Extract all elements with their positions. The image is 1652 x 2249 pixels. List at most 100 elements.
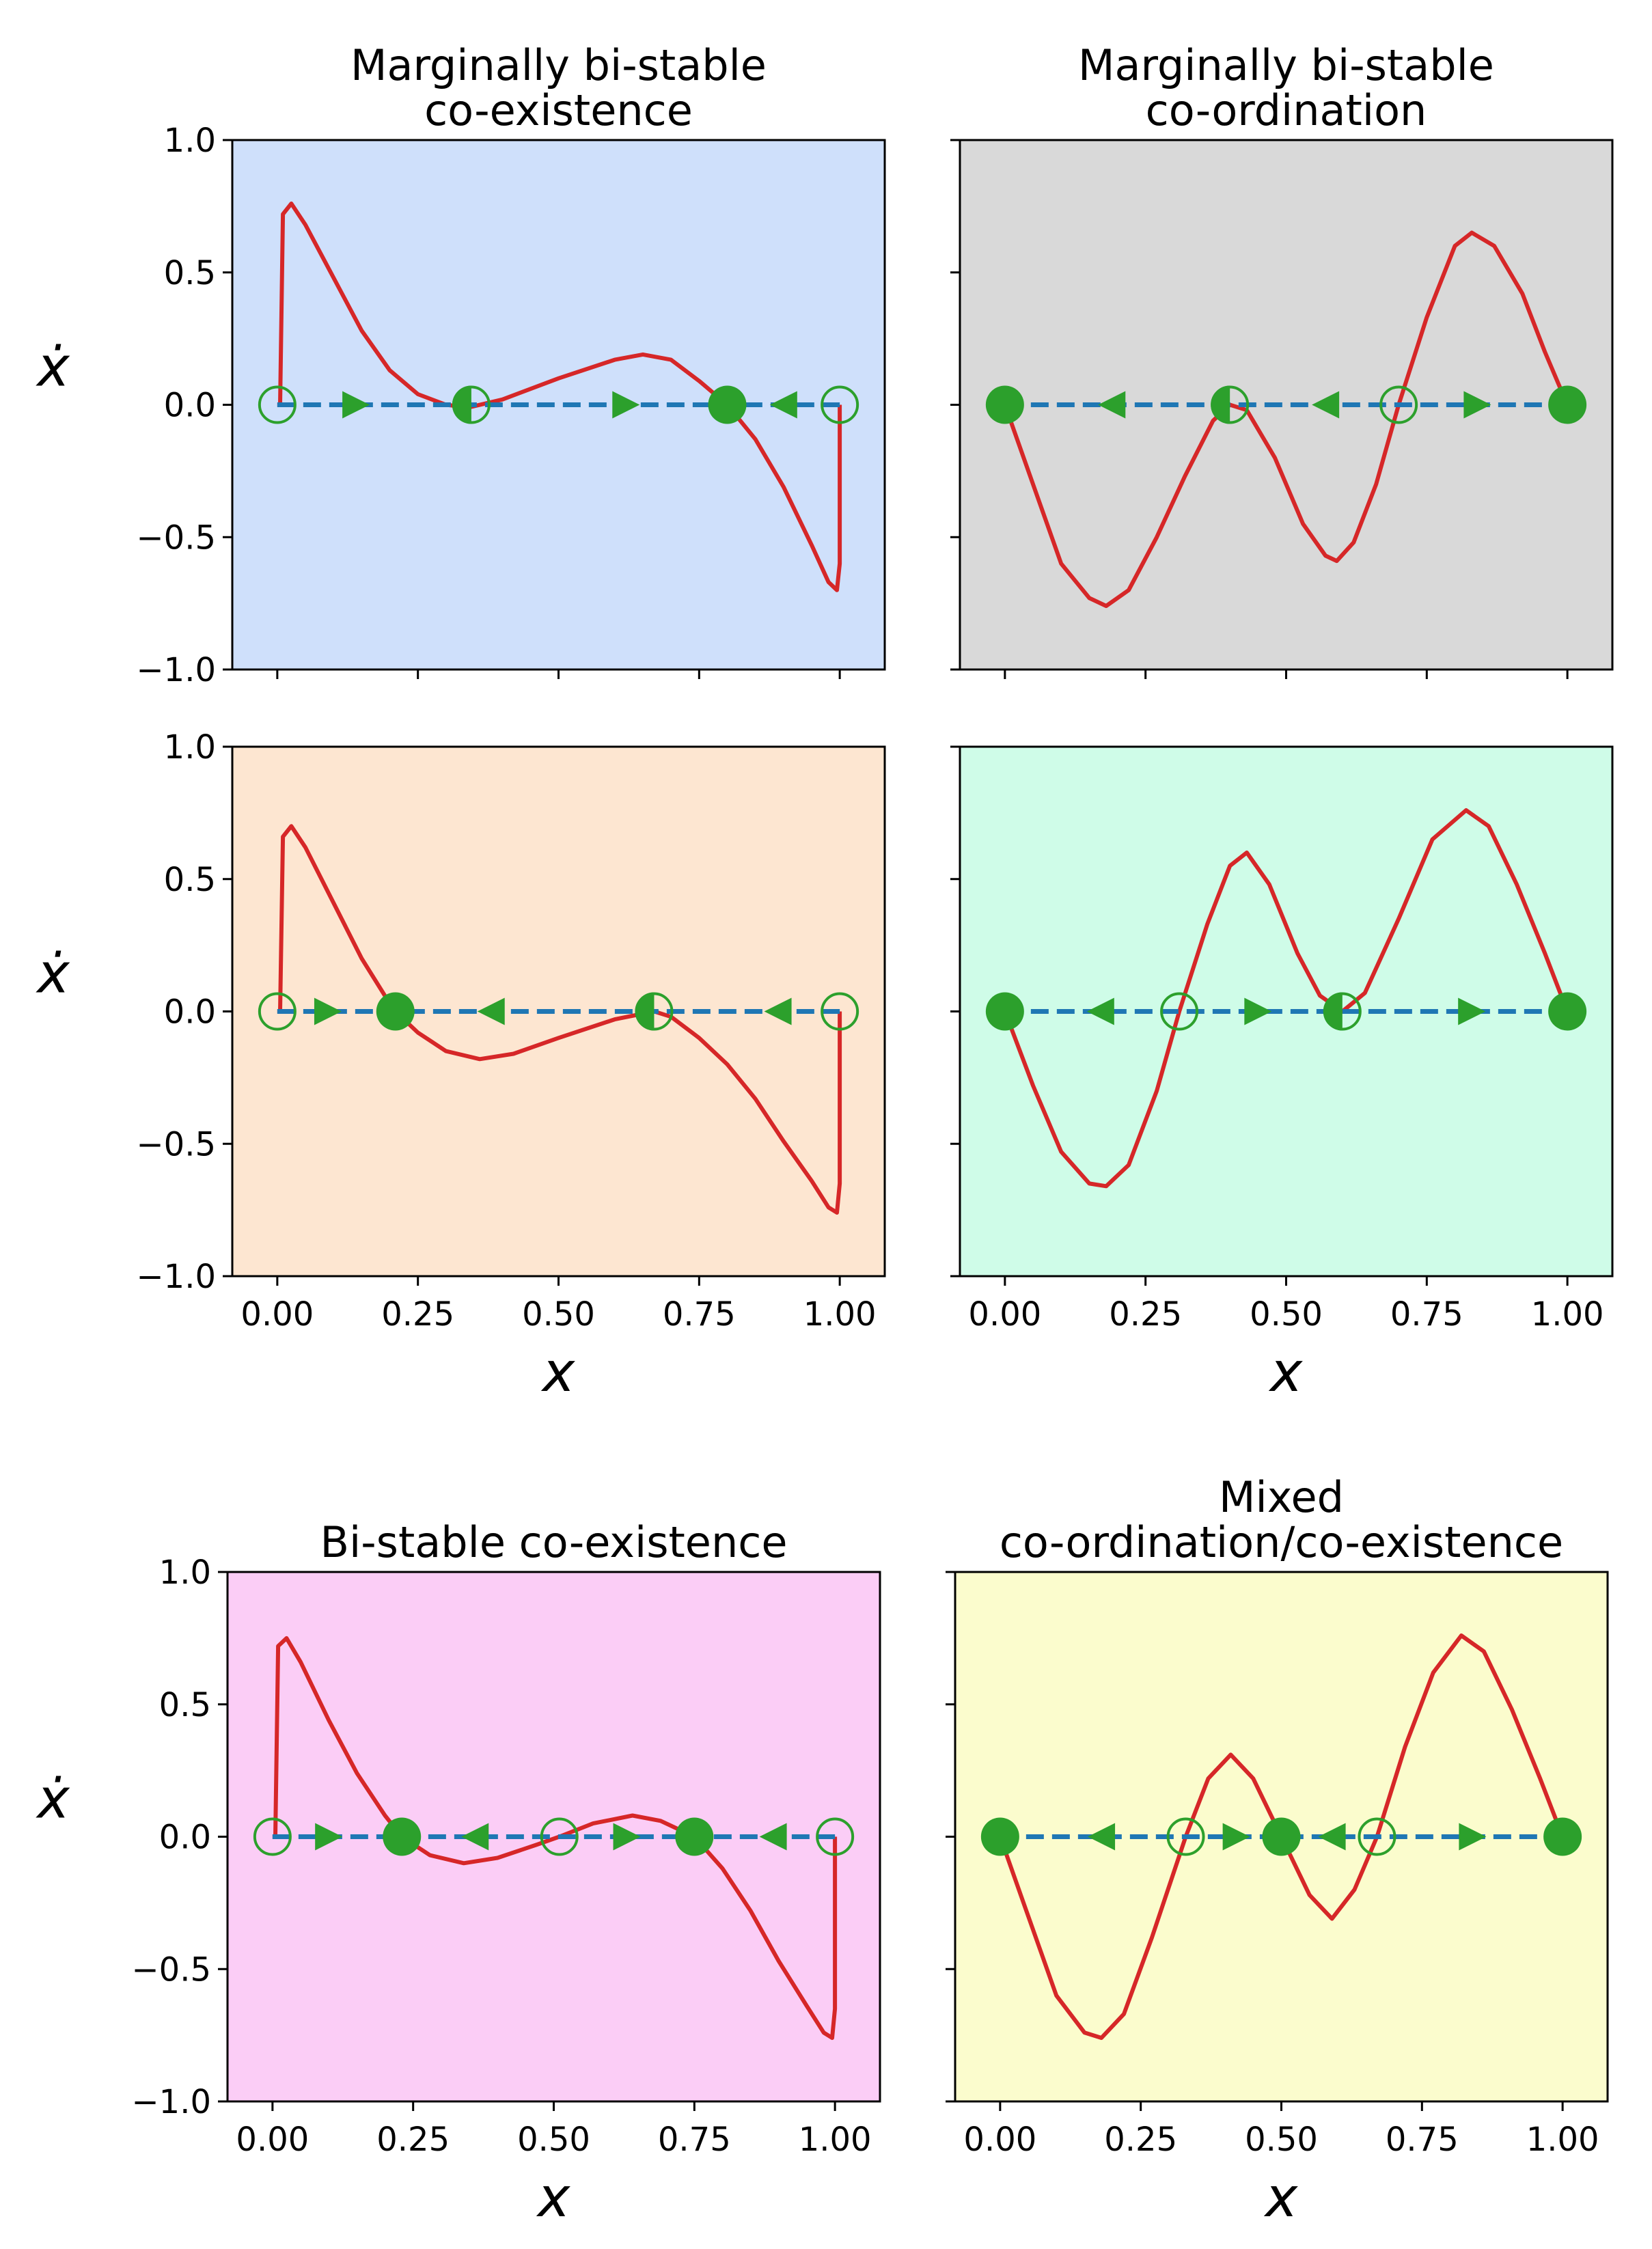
x-tick-label: 1.00 <box>1526 2121 1599 2159</box>
y-tick-label: 0.0 <box>164 387 216 425</box>
x-tick-label: 0.50 <box>517 2121 590 2159</box>
semi-stable-fill <box>452 385 471 424</box>
unstable-fixed-point <box>253 1817 292 1856</box>
semi-stable-fixed-point <box>1211 385 1250 424</box>
semi-stable-fixed-point <box>1323 992 1362 1031</box>
x-tick-label: 0.75 <box>1390 1295 1463 1334</box>
x-tick-label: 0.00 <box>963 2121 1036 2159</box>
y-tick-label: −0.5 <box>136 1125 216 1163</box>
flow-arrow-left <box>1312 391 1340 419</box>
flow-arrow-right <box>1222 1823 1250 1851</box>
flow-arrow-right <box>1458 997 1486 1025</box>
panel-marginally-bistable-coexistence: −1.0 −0.5 0.0 0.5 1.0 ẋ Marginally bi-stableco… <box>35 40 886 689</box>
unstable-fixed-point <box>540 1817 579 1856</box>
stable-fixed-point <box>980 1817 1019 1856</box>
x-tick-label: 0.75 <box>1386 2121 1459 2159</box>
stable-fixed-point <box>1548 992 1587 1031</box>
unstable-fixed-point <box>258 992 297 1031</box>
x-tick-label: 0.00 <box>968 1295 1041 1334</box>
y-tick-label: −1.0 <box>131 2083 211 2121</box>
y-tick-label: 0.5 <box>159 1686 211 1724</box>
x-axis-label: x <box>536 2166 571 2229</box>
flow-arrow-right <box>342 391 370 419</box>
y-tick-label: −0.5 <box>131 1950 211 1989</box>
stable-fixed-point <box>1262 1817 1301 1856</box>
x-tick-label: 0.25 <box>376 2121 450 2159</box>
y-axis-label: ẋ <box>35 1767 70 1831</box>
x-tick-label: 0.25 <box>1109 1295 1182 1334</box>
stable-fixed-point <box>708 385 747 424</box>
stable-fixed-point <box>1543 1817 1582 1856</box>
chart-title-line: Marginally bi-stable <box>350 40 767 90</box>
flow-arrow-left <box>1086 997 1114 1025</box>
flow-arrow-right <box>315 1823 343 1851</box>
y-tick-label: 0.0 <box>159 1819 211 1857</box>
unstable-fixed-point <box>1166 1817 1205 1856</box>
x-tick-label: 0.50 <box>522 1295 595 1334</box>
chart-title-line: co-ordination <box>1146 85 1427 135</box>
x-tick-label: 0.25 <box>381 1295 454 1334</box>
y-tick-label: −0.5 <box>136 519 216 557</box>
chart-title-line: Mixed <box>1219 1472 1344 1522</box>
chart-title-line: Bi-stable co-existence <box>320 1517 788 1567</box>
x-tick-label: 0.00 <box>240 1295 314 1334</box>
semi-stable-fill <box>1211 385 1230 424</box>
flow-arrow-left <box>1318 1823 1346 1851</box>
flow-arrow-left <box>764 997 792 1025</box>
x-tick-label: 0.00 <box>236 2121 309 2159</box>
xdot-curve <box>1003 230 1569 608</box>
x-tick-label: 1.00 <box>803 1295 877 1334</box>
y-axis-label: ẋ <box>35 335 70 399</box>
flow-arrow-left <box>1088 1823 1116 1851</box>
semi-stable-fixed-point <box>452 385 491 424</box>
flow-arrow-right <box>1459 1823 1487 1851</box>
x-axis-label: x <box>1268 1340 1304 1404</box>
x-tick-label: 1.00 <box>799 2121 872 2159</box>
y-tick-label: −1.0 <box>136 651 216 689</box>
flow-arrow-left <box>461 1823 489 1851</box>
chart-title-line: co-existence <box>424 85 693 135</box>
y-tick-label: 0.5 <box>164 254 216 292</box>
flow-arrow-right <box>1463 391 1491 419</box>
stable-fixed-point <box>985 385 1024 424</box>
panel-middle-left: 0.00 0.25 0.50 0.75 1.00 −1.0 −0.5 0.0 0.5 1.0 ẋ x <box>35 728 886 1404</box>
flow-arrow-left <box>477 997 505 1025</box>
flow-arrow-left <box>769 391 797 419</box>
semi-stable-fixed-point <box>635 992 674 1031</box>
flow-arrow-right <box>314 997 342 1025</box>
xdot-curve <box>1003 808 1569 1189</box>
flow-arrow-right <box>613 1823 641 1851</box>
panel-middle-right: 0.00 0.25 0.50 0.75 1.00 x <box>950 745 1614 1404</box>
y-tick-label: 1.0 <box>164 122 216 160</box>
panel-bistable-coexistence: 0.00 0.25 0.50 0.75 1.00 −1.0 −0.5 0.0 0.5 1.0 ẋ x B… <box>35 1517 881 2229</box>
unstable-fixed-point <box>1358 1817 1396 1856</box>
unstable-fixed-point <box>1160 992 1199 1031</box>
xdot-curve <box>272 1636 838 2040</box>
x-tick-label: 1.00 <box>1531 1295 1604 1334</box>
semi-stable-fill <box>635 992 655 1031</box>
x-tick-label: 0.75 <box>663 1295 736 1334</box>
y-tick-label: −1.0 <box>136 1258 216 1296</box>
y-axis-label: ẋ <box>35 942 70 1006</box>
semi-stable-fill <box>1323 992 1343 1031</box>
flow-arrow-right <box>1244 997 1272 1025</box>
chart-title-line: co-ordination/co-existence <box>1000 1517 1563 1567</box>
x-tick-label: 0.50 <box>1250 1295 1323 1334</box>
y-tick-label: 1.0 <box>164 728 216 767</box>
x-axis-label: x <box>540 1340 576 1404</box>
x-tick-label: 0.25 <box>1104 2121 1177 2159</box>
chart-title-line: Marginally bi-stable <box>1078 40 1494 90</box>
x-tick-label: 0.50 <box>1245 2121 1318 2159</box>
unstable-fixed-point <box>258 385 297 424</box>
x-tick-label: 0.75 <box>658 2121 731 2159</box>
stable-fixed-point <box>1548 385 1587 424</box>
xdot-curve <box>277 202 842 592</box>
stable-fixed-point <box>383 1817 422 1856</box>
stable-fixed-point <box>985 992 1024 1031</box>
y-tick-label: 0.0 <box>164 993 216 1032</box>
y-tick-label: 1.0 <box>159 1554 211 1592</box>
flow-arrow-right <box>612 391 640 419</box>
unstable-fixed-point <box>1379 385 1418 424</box>
